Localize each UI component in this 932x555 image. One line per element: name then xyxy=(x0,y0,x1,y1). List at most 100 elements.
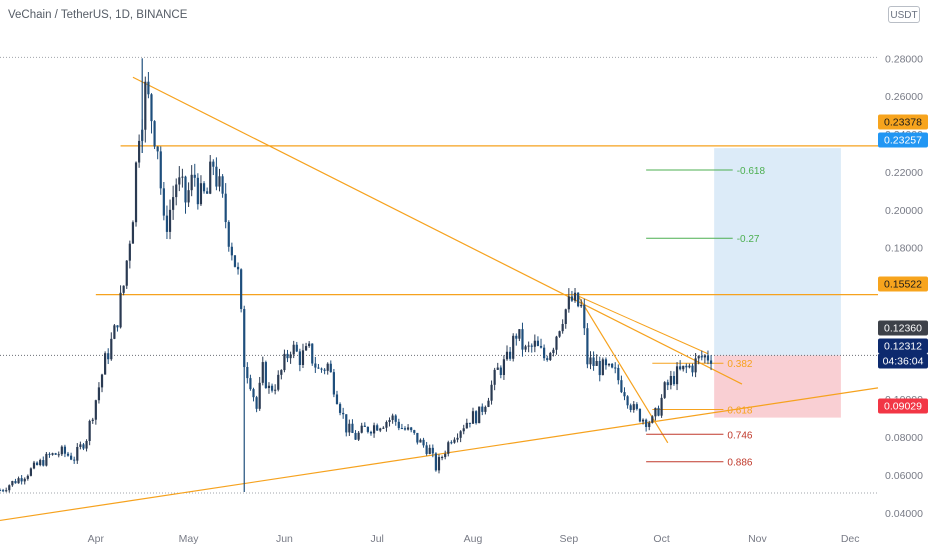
candle-body xyxy=(66,453,70,456)
candle-body xyxy=(345,414,348,433)
candle-body xyxy=(212,161,215,167)
x-axis-tick: Nov xyxy=(748,533,767,545)
candle-body xyxy=(440,457,444,459)
candle-body xyxy=(76,446,79,461)
candle-body xyxy=(685,365,688,368)
candle-body xyxy=(224,193,227,223)
candle-body xyxy=(496,367,499,370)
candle-body xyxy=(23,478,26,482)
candle-body xyxy=(270,385,274,391)
candle-body xyxy=(462,428,465,432)
candle-body xyxy=(632,404,635,410)
price-label-text: 0.23257 xyxy=(884,135,922,147)
candle-body xyxy=(638,408,642,422)
candle-body xyxy=(295,344,298,352)
candle-body xyxy=(567,296,570,310)
candle-body xyxy=(283,353,286,371)
candle-body xyxy=(403,428,407,430)
price-label-text: 0.12312 xyxy=(884,341,922,353)
x-axis-tick: Sep xyxy=(560,533,579,545)
candle-body xyxy=(304,346,308,351)
candle-body xyxy=(484,406,487,412)
candle-body xyxy=(549,353,552,360)
y-axis-tick: 0.06000 xyxy=(885,470,923,482)
candle-body xyxy=(400,428,404,430)
candle-body xyxy=(187,190,190,203)
candle-body xyxy=(308,343,311,347)
candle-body xyxy=(620,380,623,393)
candle-body xyxy=(267,385,271,389)
currency-badge[interactable]: USDT xyxy=(888,6,920,23)
candle-body xyxy=(447,442,450,454)
candle-body xyxy=(493,369,496,385)
candles xyxy=(0,58,713,493)
candle-body xyxy=(202,183,206,192)
candle-body xyxy=(131,222,135,244)
candle-body xyxy=(468,422,472,424)
candle-body xyxy=(88,420,91,441)
candle-body xyxy=(122,285,125,293)
fib-anchor-line-2 xyxy=(577,295,709,355)
ascending-trendline xyxy=(0,387,879,522)
y-axis-tick: 0.26000 xyxy=(885,91,923,103)
candle-body xyxy=(209,161,212,194)
candle-body xyxy=(5,490,8,492)
y-axis-tick: 0.22000 xyxy=(885,167,923,179)
price-label-orange: 0.15522 xyxy=(878,276,928,292)
candle-body xyxy=(363,425,366,427)
price-label-box xyxy=(878,114,928,130)
candle-body xyxy=(543,347,546,359)
candle-body xyxy=(688,365,691,368)
candle-body xyxy=(589,357,592,365)
candle-body xyxy=(190,174,193,191)
fib-level-label: 0.618 xyxy=(727,405,752,416)
price-label-dark: 0.12360 xyxy=(878,320,928,336)
candle-body xyxy=(206,191,209,194)
candle-body xyxy=(456,437,459,440)
candle-body xyxy=(706,355,710,361)
descending-trendline xyxy=(132,76,743,385)
x-axis-tick: Aug xyxy=(464,533,483,545)
candle-body xyxy=(428,447,431,454)
candle-body xyxy=(172,197,175,210)
candle-body xyxy=(292,344,295,355)
candle-body xyxy=(645,419,648,427)
candle-body xyxy=(280,370,283,375)
y-axis-tick: 0.28000 xyxy=(885,53,923,65)
candle-body xyxy=(487,400,490,407)
candle-body xyxy=(246,366,249,379)
candle-body xyxy=(607,363,611,366)
candle-body xyxy=(555,336,558,350)
candle-body xyxy=(320,368,323,370)
candle-body xyxy=(104,353,107,375)
candle-body xyxy=(332,372,335,395)
candle-body xyxy=(29,468,33,476)
candle-body xyxy=(376,425,379,431)
candle-body xyxy=(311,343,314,364)
fib-level-label: 0.382 xyxy=(727,359,752,370)
candle-body xyxy=(530,345,533,347)
candle-body xyxy=(675,366,679,385)
candle-body xyxy=(85,440,88,449)
candle-body xyxy=(558,331,561,337)
candle-body xyxy=(474,411,478,424)
candle-body xyxy=(700,356,703,358)
candle-body xyxy=(419,439,422,443)
candle-body xyxy=(274,389,277,391)
candle-body xyxy=(366,426,369,432)
y-axis-tick: 0.04000 xyxy=(885,508,923,520)
candle-body xyxy=(388,420,391,422)
candle-body xyxy=(663,382,666,398)
candle-body xyxy=(512,335,515,359)
candle-body xyxy=(17,478,20,484)
candle-body xyxy=(397,421,400,429)
candle-body xyxy=(26,475,29,479)
x-axis-tick: May xyxy=(179,533,200,545)
x-axis-tick: Oct xyxy=(653,533,669,545)
candle-body xyxy=(134,162,138,223)
fib-anchor-line xyxy=(577,295,669,444)
candle-body xyxy=(14,481,17,484)
candle-body xyxy=(221,176,224,194)
